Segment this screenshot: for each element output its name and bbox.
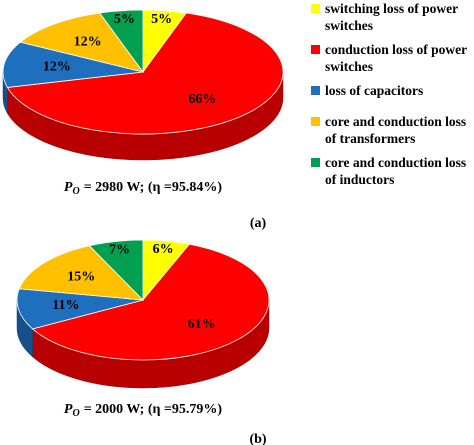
caption-symbol: P (64, 402, 73, 417)
value-label: 5% (151, 12, 172, 27)
slice (99, 9, 144, 74)
legend-label: switching loss of power switches (325, 1, 458, 33)
panel-label: (b) (249, 432, 266, 445)
value-label: 11% (52, 298, 79, 313)
slice (19, 12, 144, 73)
legend-item: core and conduction loss of inductors (311, 154, 474, 188)
caption: PO = 2000 W; (η =95.79%) (64, 402, 223, 419)
legend-label: core and conduction loss of transformers (325, 114, 467, 146)
legend-swatch (311, 45, 320, 54)
slice (16, 288, 144, 330)
caption-text: = 2980 W; (η =95.84%) (84, 180, 223, 195)
legend-label: loss of capacitors (325, 83, 424, 98)
value-label: 61% (188, 317, 216, 332)
legend-label: conduction loss of power switches (325, 42, 467, 74)
caption: PO = 2980 W; (η =95.84%) (64, 180, 223, 197)
legend-item: switching loss of power switches (311, 0, 474, 34)
legend-swatch (311, 86, 320, 95)
value-label: 7% (109, 242, 130, 257)
slice (2, 41, 144, 88)
slice (18, 245, 145, 301)
value-label: 12% (43, 59, 71, 74)
caption-subscript: O (72, 408, 79, 419)
legend-item: loss of capacitors (311, 82, 474, 99)
value-label: 15% (67, 269, 95, 284)
value-label: 12% (74, 35, 102, 50)
legend-swatch (311, 4, 320, 13)
slice (31, 243, 270, 361)
value-label: 5% (114, 12, 135, 27)
value-label: 6% (153, 242, 174, 257)
caption-subscript: O (72, 186, 79, 197)
value-label: 66% (188, 92, 216, 107)
caption-text: = 2000 W; (η =95.79%) (84, 402, 223, 417)
legend: switching loss of power switches conducti… (311, 0, 474, 195)
legend-item: core and conduction loss of transformers (311, 113, 474, 147)
panel-label: (a) (250, 216, 267, 231)
legend-swatch (311, 117, 320, 126)
slice (6, 12, 284, 135)
legend-swatch (311, 158, 320, 167)
legend-label: core and conduction loss of inductors (325, 155, 467, 187)
slice (88, 239, 144, 301)
caption-symbol: P (64, 180, 73, 195)
legend-item: conduction loss of power switches (311, 41, 474, 75)
